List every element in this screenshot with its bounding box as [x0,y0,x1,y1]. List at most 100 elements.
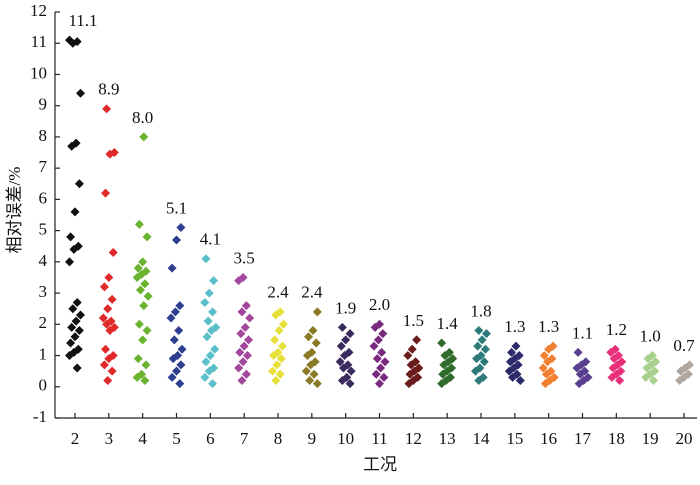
data-point [238,357,248,367]
data-point [235,347,245,357]
data-point [312,307,322,317]
data-point [175,379,185,389]
data-point [371,369,381,379]
x-tick-label: 14 [473,429,491,448]
data-point [172,235,181,245]
value-label: 1.5 [403,311,424,330]
value-label: 3.5 [234,248,255,267]
data-point [377,347,387,357]
data-point [143,291,153,301]
y-tick-label: 6 [39,188,48,207]
data-point [372,354,382,364]
data-point [379,372,389,382]
x-tick-label: 2 [71,429,80,448]
data-point [177,344,187,354]
data-point [301,366,311,376]
data-point [104,272,114,282]
data-point [140,279,150,289]
data-point [104,354,114,364]
data-point [539,351,549,361]
value-label: 8.9 [98,80,119,99]
data-point [270,335,280,345]
x-tick-label: 18 [608,429,625,448]
data-point [167,263,177,273]
data-point [376,363,386,373]
x-tick-label: 6 [206,429,215,448]
x-tick-label: 3 [105,429,114,448]
data-point [609,354,619,364]
data-point [105,326,115,336]
x-axis-title: 工况 [363,455,397,474]
data-point [572,363,582,373]
y-axis-title: 相对误差/% [5,167,24,254]
data-point [311,338,321,348]
data-point [338,363,348,373]
data-point [167,372,177,382]
data-point [203,316,213,326]
data-point [541,369,551,379]
data-point [208,307,218,317]
data-point [642,363,652,373]
data-point [544,344,554,354]
data-point [437,338,447,348]
data-point [405,369,415,379]
data-point [305,376,315,386]
data-point [240,322,250,332]
data-point [234,363,244,373]
x-tick-label: 11 [371,429,387,448]
value-label: 1.2 [606,320,627,339]
data-point [440,351,450,361]
data-point [204,288,214,298]
data-point [477,335,487,345]
value-label: 0.7 [673,336,695,355]
data-point [341,335,351,345]
data-point [237,307,247,317]
value-label: 1.3 [538,317,559,336]
data-point [337,322,347,332]
value-label: 2.0 [369,295,390,314]
data-point [236,329,246,339]
data-point [72,363,82,373]
data-point [274,326,284,336]
x-tick-label: 8 [274,429,283,448]
data-point [407,344,417,354]
data-point [510,354,520,364]
data-point [234,276,244,286]
value-label: 1.0 [640,326,661,345]
data-point [648,376,658,386]
data-point [132,272,142,282]
x-tick-label: 12 [405,429,422,448]
y-tick-label: 9 [39,95,48,114]
y-tick-label: 11 [31,32,47,51]
data-point [482,329,491,339]
data-point [507,347,517,357]
data-point [473,341,483,351]
data-point [108,247,118,257]
data-point [515,376,525,386]
data-point [412,335,422,345]
data-point [133,354,143,364]
data-point [74,179,84,189]
y-tick-label: 12 [30,1,47,20]
data-point [676,366,686,376]
value-label: 2.4 [301,283,323,302]
x-tick-label: 7 [240,429,249,448]
data-point [204,366,214,376]
data-point [170,307,180,317]
data-point [70,207,80,217]
data-point [268,366,277,376]
data-point [65,257,74,267]
data-point [102,319,112,329]
value-label: 5.1 [166,198,187,217]
value-label: 1.1 [572,323,593,342]
value-label: 11.1 [68,11,97,30]
data-point [175,301,185,311]
data-point [336,341,346,351]
data-point [102,104,112,114]
data-point [575,369,585,379]
data-point [511,341,521,351]
x-tick-label: 5 [172,429,181,448]
data-point [277,341,287,351]
data-point [309,369,319,379]
data-point [304,332,314,342]
